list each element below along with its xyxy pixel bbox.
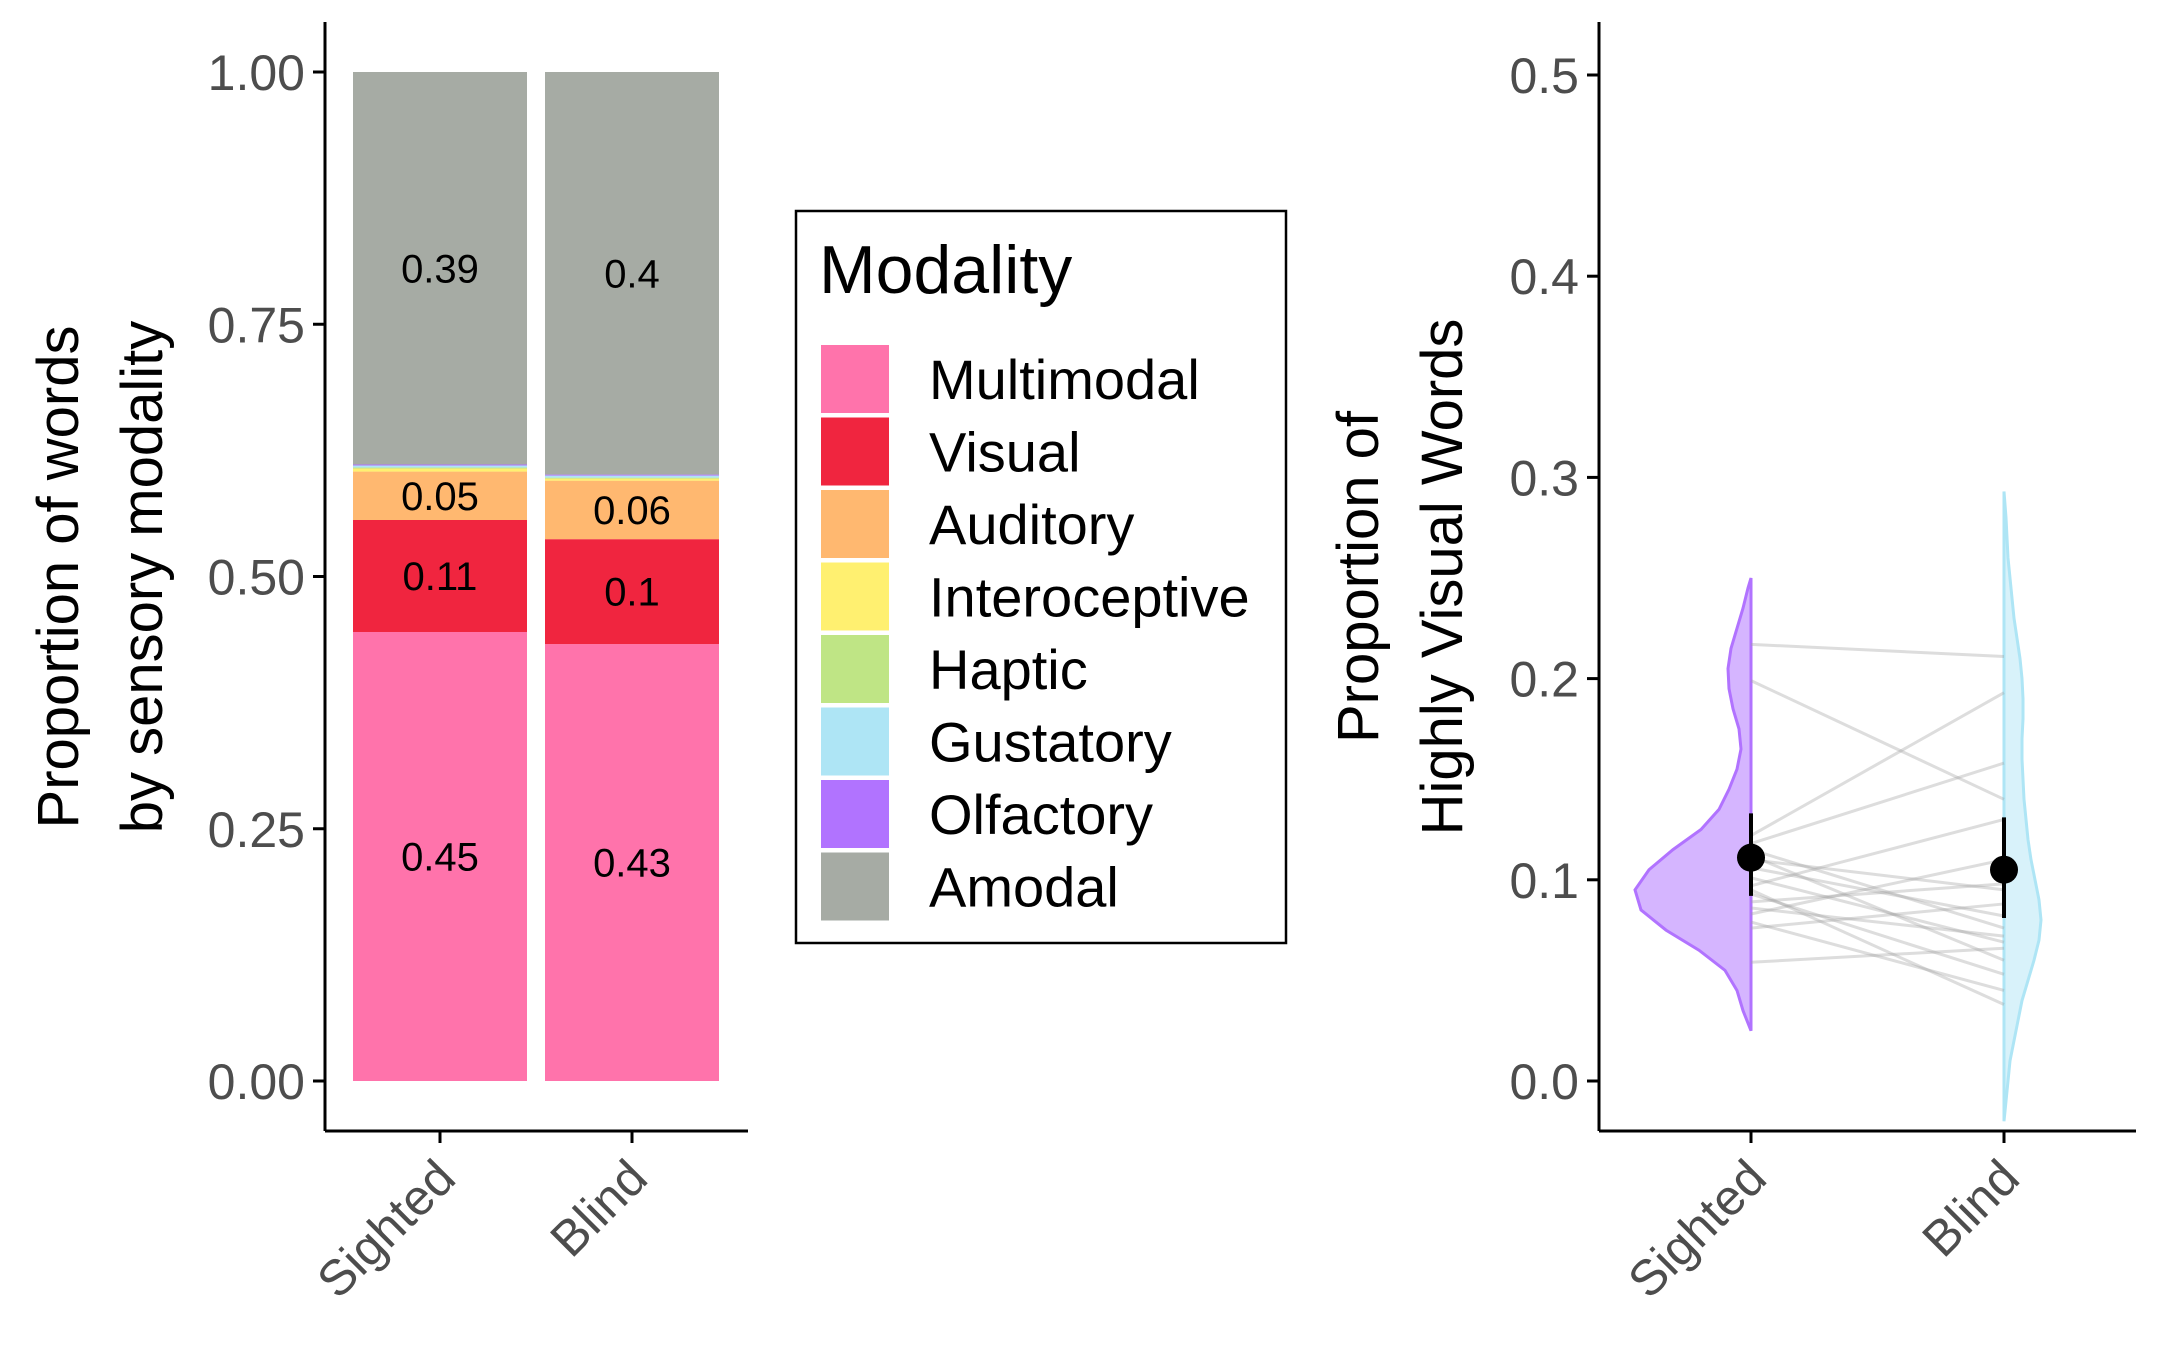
bar-segment-olfactory-blind (545, 474, 719, 476)
y-tick-label: 0.75 (208, 297, 305, 353)
bar-segment-multimodal-sighted (353, 631, 527, 1081)
bar-label: 0.05 (401, 475, 479, 519)
bar-segment-gustatory-blind (545, 475, 719, 478)
y-tick-label: 0.5 (1509, 48, 1579, 104)
y-tick-label: 0.00 (208, 1054, 305, 1110)
legend-swatch-auditory (821, 490, 889, 558)
bar-segment-haptic-blind (545, 477, 719, 479)
legend-swatch-interoceptive (821, 562, 889, 631)
bar-segment-gustatory-sighted (353, 465, 527, 468)
y-axis-title: Proportion of words by sensory modality (26, 321, 175, 834)
bar-label: 0.43 (593, 842, 671, 886)
paired-line (1750, 882, 2005, 904)
mean-point-blind (1990, 855, 2018, 884)
paired-line (1750, 848, 2005, 930)
bar-segment-auditory-blind (545, 480, 719, 540)
legend-swatch-gustatory (821, 707, 889, 776)
legend-title: Modality (819, 232, 1072, 308)
y-axis-title-line: Highly Visual Words (1410, 319, 1475, 836)
x-tick-label: Blind (1912, 1149, 2030, 1267)
y-tick-label: 0.0 (1509, 1054, 1579, 1110)
paired-line (1750, 892, 2005, 976)
legend-label-visual: Visual (929, 421, 1081, 484)
bar-label: 0.39 (401, 247, 479, 291)
paired-line (1750, 858, 2005, 892)
legend-label-multimodal: Multimodal (929, 348, 1200, 411)
violin-blind (2002, 491, 2043, 1122)
bar-segment-visual-blind (545, 539, 719, 645)
y-tick-label: 0.50 (208, 550, 305, 606)
stacked-bar-chart: 0.45 0.11 0.05 0.39 0.43 0.1 0.06 0.4 0.00 0.25 0.… (26, 22, 748, 1309)
bar-segment-amodal-blind (545, 72, 719, 475)
paired-line (1750, 858, 2005, 916)
bar-segment-interoceptive-sighted (353, 468, 527, 472)
paired-line (1750, 888, 2005, 1006)
y-tick-label: 0.3 (1509, 450, 1579, 506)
y-tick-label: 0.2 (1509, 652, 1579, 708)
x-tick-label: Sighted (306, 1149, 466, 1309)
paired-line (1750, 817, 2005, 888)
bar-segment-auditory-sighted (353, 471, 527, 520)
paired-line (1750, 642, 2005, 658)
paired-line (1750, 902, 2005, 930)
mean-point-sighted (1737, 843, 1765, 872)
violin-sighted (1633, 577, 1753, 1032)
bar-segment-interoceptive-blind (545, 478, 719, 481)
legend-label-interoceptive: Interoceptive (929, 566, 1250, 629)
bar-label: 0.11 (403, 555, 478, 599)
y-tick-label: 0.25 (208, 802, 305, 858)
legend-swatch-multimodal (821, 345, 889, 413)
bar-label: 0.4 (604, 252, 660, 296)
y-tick-label: 0.1 (1509, 853, 1579, 909)
paired-line (1750, 691, 2005, 837)
violin-chart: 0.0 0.1 0.2 0.3 0.4 0.5 Sighted Blind Proportion… (1326, 22, 2136, 1309)
paired-line (1750, 761, 2005, 846)
y-axis-title-line: by sensory modality (110, 321, 175, 834)
legend-swatch-olfactory (821, 780, 889, 848)
bar-segment-olfactory-sighted (353, 464, 527, 466)
y-axis-title: Proportion of Highly Visual Words (1326, 319, 1475, 836)
paired-line (1750, 920, 2005, 992)
bar-segment-visual-sighted (353, 519, 527, 632)
x-tick-label: Blind (540, 1149, 658, 1267)
legend-label-amodal: Amodal (929, 856, 1119, 919)
y-axis-title-line: Proportion of words (26, 326, 91, 829)
bar-label: 0.06 (593, 489, 671, 533)
legend-label-gustatory: Gustatory (929, 711, 1172, 774)
y-axis-title-line: Proportion of (1326, 410, 1391, 743)
legend-swatch-amodal (821, 852, 889, 921)
x-tick-label: Sighted (1617, 1149, 1777, 1309)
legend-label-olfactory: Olfactory (929, 783, 1153, 846)
bar-segment-amodal-sighted (353, 72, 527, 465)
paired-line (1750, 854, 2005, 962)
legend-label-auditory: Auditory (929, 493, 1134, 556)
paired-line (1750, 876, 2005, 944)
legend-swatch-visual (821, 417, 889, 486)
legend: Modality Multimodal Visual Auditory Interoce… (794, 209, 1288, 945)
paired-line (1750, 906, 2005, 938)
bar-segment-haptic-sighted (353, 467, 527, 469)
paired-line (1750, 946, 2005, 964)
bar-label: 0.45 (401, 835, 479, 879)
y-tick-label: 0.4 (1509, 249, 1579, 305)
bar-segment-multimodal-blind (545, 644, 719, 1081)
bar-label: 0.1 (604, 571, 660, 615)
y-tick-label: 1.00 (208, 45, 305, 101)
legend-swatch-haptic (821, 635, 889, 703)
paired-line (1750, 866, 2005, 918)
legend-label-haptic: Haptic (929, 638, 1088, 701)
paired-line (1750, 679, 2005, 801)
